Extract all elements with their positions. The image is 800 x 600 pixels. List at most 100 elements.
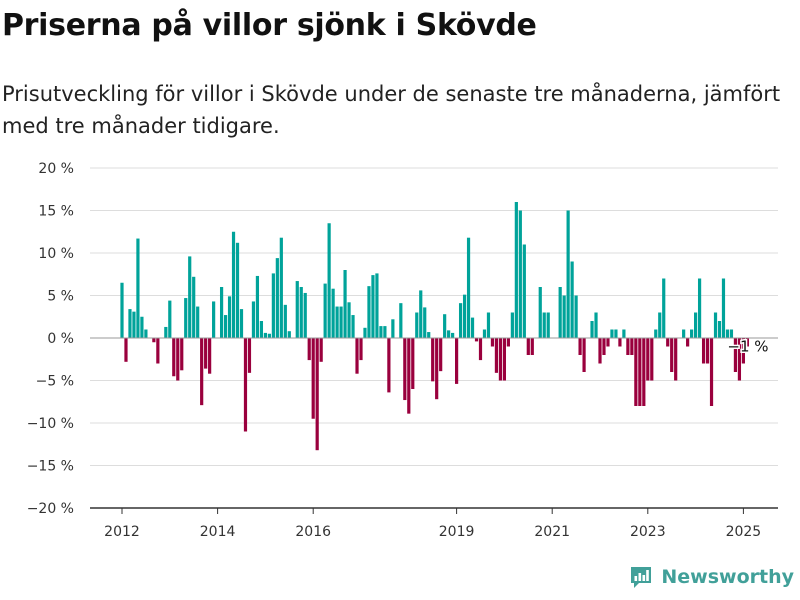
bar [474, 338, 479, 342]
bar [200, 338, 204, 406]
bar [494, 338, 499, 373]
bar [219, 287, 224, 338]
bar [208, 338, 212, 374]
bar [650, 338, 654, 381]
y-tick-label: 5 % [47, 289, 74, 305]
bar [235, 242, 240, 338]
bar [184, 298, 188, 338]
y-tick-label: 0 % [47, 331, 74, 347]
bar [156, 338, 160, 364]
bar [387, 338, 391, 393]
bar [674, 338, 678, 381]
bar [439, 338, 443, 372]
bar [642, 338, 646, 406]
bar [327, 223, 331, 338]
bar [383, 326, 387, 338]
bar [502, 338, 506, 381]
bar [287, 331, 291, 338]
bar [136, 238, 140, 338]
bar [498, 338, 503, 381]
bar [694, 312, 698, 338]
bar [447, 330, 451, 338]
latest-value-label: −1 % [727, 338, 768, 356]
bar [427, 332, 431, 338]
bar [435, 338, 439, 400]
bar [538, 287, 542, 338]
bar [331, 288, 335, 338]
bar [670, 338, 674, 372]
bar [530, 338, 534, 355]
bar [590, 321, 594, 338]
bar [367, 286, 371, 338]
bar [578, 338, 582, 355]
bar [307, 338, 311, 361]
bar [176, 338, 180, 381]
bar [622, 329, 626, 338]
bar [132, 311, 136, 338]
bar [243, 338, 248, 432]
bar [721, 278, 726, 338]
bar [606, 338, 610, 347]
x-tick-label: 2019 [439, 524, 475, 540]
bar [311, 338, 315, 419]
bar [626, 338, 630, 355]
brand-name: Newsworthy [661, 566, 794, 588]
bar [375, 273, 379, 338]
bar [371, 275, 375, 338]
bar [490, 338, 495, 347]
bar [451, 332, 455, 338]
bar [614, 329, 618, 338]
x-tick-label: 2021 [534, 524, 570, 540]
bar [399, 303, 403, 338]
newsworthy-logo[interactable]: Newsworthy [629, 564, 794, 590]
y-tick-label: 15 % [38, 204, 74, 220]
bar [546, 312, 550, 338]
bar [729, 329, 734, 338]
bar [419, 290, 423, 338]
bar [144, 329, 148, 338]
x-tick-label: 2016 [295, 524, 331, 540]
bar [443, 314, 447, 338]
bar [741, 338, 745, 364]
bar [646, 338, 650, 381]
bar [514, 202, 518, 338]
bar [566, 210, 570, 338]
bar [594, 312, 598, 338]
bar [598, 338, 602, 364]
bar [315, 338, 319, 451]
bar [658, 312, 662, 338]
bar [255, 275, 260, 338]
bar [574, 295, 578, 338]
bar [355, 338, 359, 374]
bar [239, 309, 244, 338]
bar [562, 295, 566, 338]
bar [470, 317, 475, 338]
bar [140, 316, 144, 338]
bar [686, 338, 690, 347]
bar [223, 315, 228, 338]
chart-title: Priserna på villor sjönk i Skövde [2, 8, 537, 43]
bar [263, 332, 267, 338]
bar [630, 338, 634, 355]
bar [423, 307, 427, 338]
x-tick-label: 2012 [104, 524, 140, 540]
bar [697, 278, 702, 338]
bar [411, 338, 415, 389]
bar [295, 281, 299, 338]
bar [351, 315, 355, 338]
bar [231, 231, 236, 338]
bar [128, 309, 132, 338]
bar [713, 312, 718, 338]
bar [455, 338, 459, 384]
bar [558, 287, 562, 338]
bar [188, 256, 192, 338]
bar [212, 301, 216, 338]
y-tick-label: −5 % [36, 374, 74, 390]
bar [510, 312, 514, 338]
bar [634, 338, 638, 406]
bar [570, 261, 574, 338]
bar [666, 338, 670, 347]
bar [542, 312, 546, 338]
bar [323, 283, 327, 338]
